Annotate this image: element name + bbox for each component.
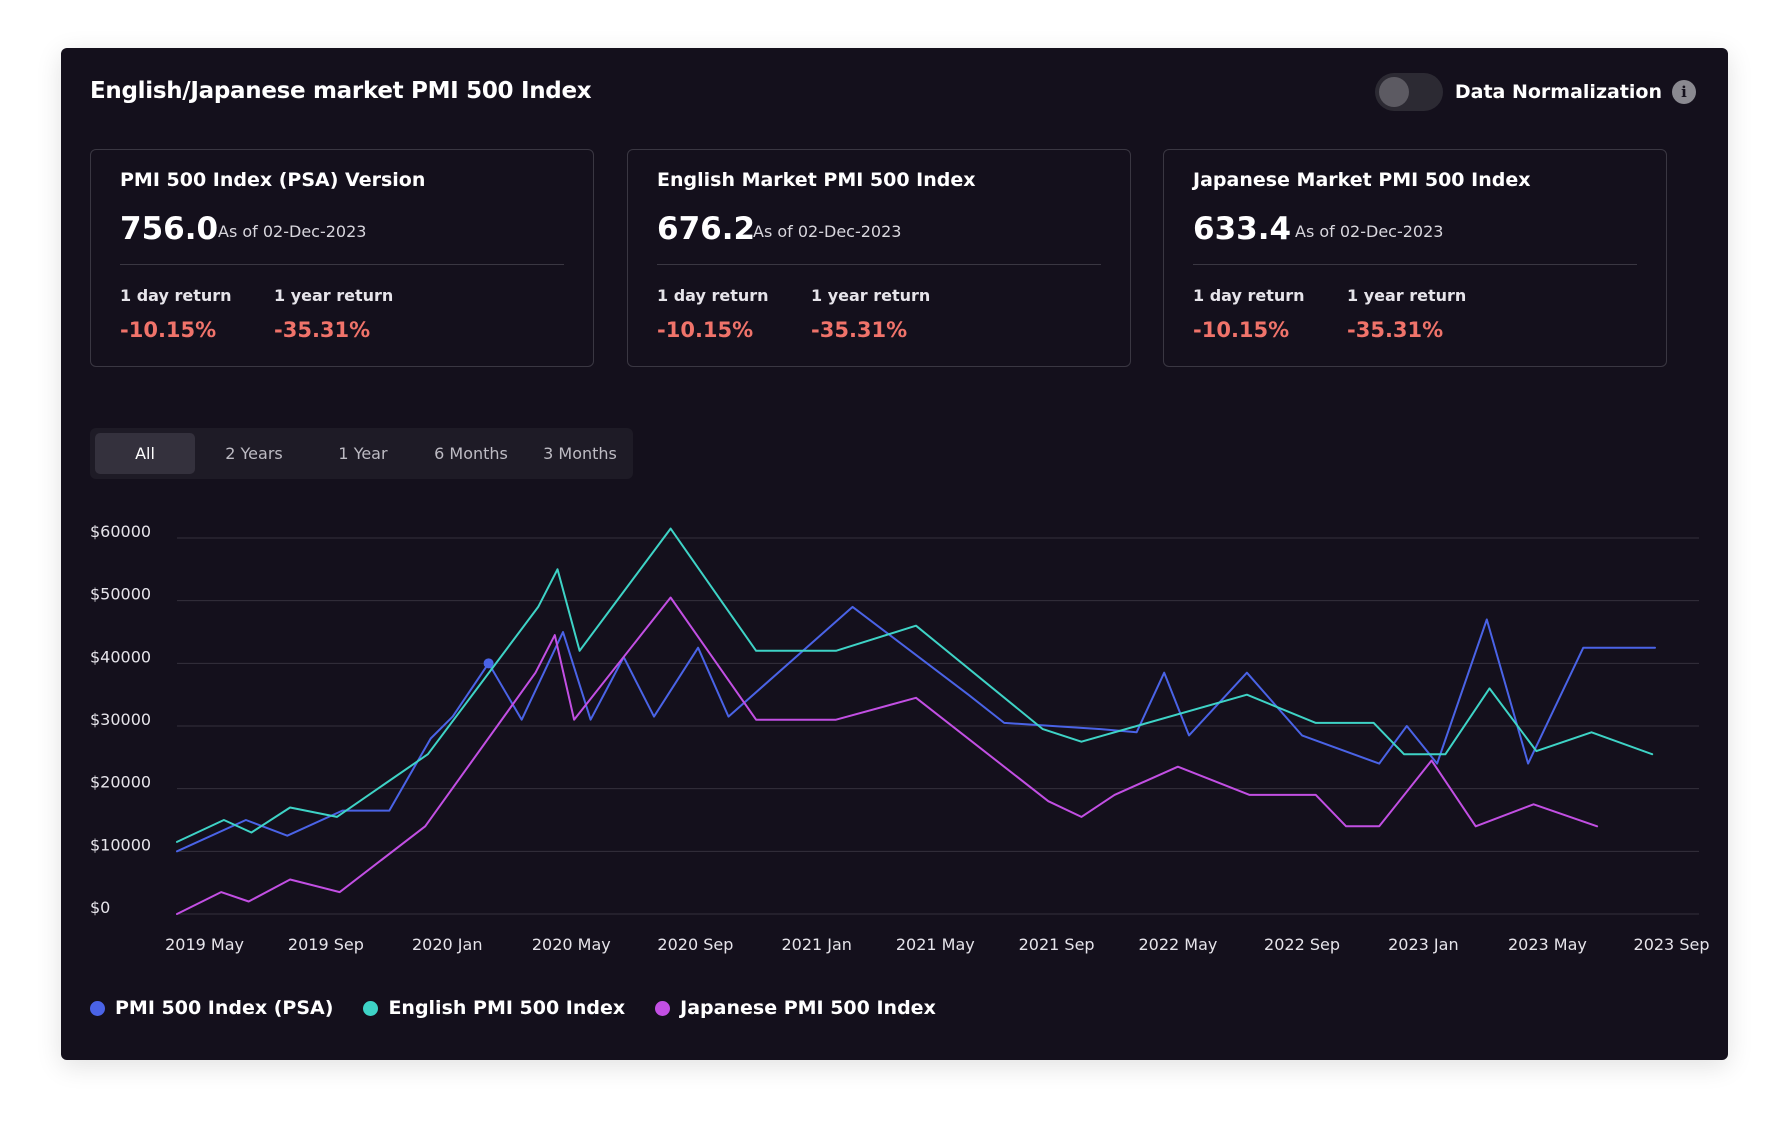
day-return-value: -10.15%: [657, 318, 754, 342]
stat-value: 633.4: [1193, 211, 1292, 247]
chart-legend: PMI 500 Index (PSA) English PMI 500 Inde…: [90, 997, 966, 1019]
series-line-0: [176, 605, 1656, 853]
stat-divider: [1193, 264, 1637, 265]
tab-1-year[interactable]: 1 Year: [338, 444, 388, 463]
year-return-value: -35.31%: [1347, 318, 1444, 342]
stat-name: English Market PMI 500 Index: [657, 169, 976, 191]
x-tick-label: 2021 Sep: [1019, 935, 1095, 954]
stat-card-english: English Market PMI 500 Index 676.2 As of…: [627, 149, 1131, 367]
tab-6-months[interactable]: 6 Months: [434, 444, 508, 463]
stat-divider: [657, 264, 1101, 265]
year-return-label: 1 year return: [811, 286, 931, 305]
legend-dot-japanese: [655, 1000, 671, 1016]
page-title: English/Japanese market PMI 500 Index: [90, 78, 592, 104]
series-point-marker: [483, 658, 494, 669]
day-return-label: 1 day return: [1193, 286, 1305, 305]
info-icon[interactable]: i: [1672, 80, 1696, 104]
series-line-1: [176, 527, 1654, 843]
legend-item-psa[interactable]: PMI 500 Index (PSA): [90, 997, 333, 1019]
series-line-2: [176, 596, 1599, 915]
y-tick-label: $10000: [90, 835, 151, 854]
y-tick-label: $60000: [90, 522, 151, 541]
normalization-control: Data Normalization i: [1374, 73, 1696, 111]
stat-value: 756.0: [120, 211, 219, 247]
tab-3-months[interactable]: 3 Months: [543, 444, 617, 463]
legend-label: Japanese PMI 500 Index: [680, 997, 936, 1019]
line-chart: $0 $10000 $20000 $30000 $40000 $50000 $60000 20…: [90, 522, 1710, 954]
legend-item-english[interactable]: English PMI 500 Index: [363, 997, 625, 1019]
y-tick-label: $30000: [90, 710, 151, 729]
tab-2-years[interactable]: 2 Years: [225, 444, 283, 463]
normalization-toggle[interactable]: [1374, 73, 1443, 111]
stat-name: PMI 500 Index (PSA) Version: [120, 169, 426, 191]
x-tick-label: 2022 May: [1138, 935, 1217, 954]
stat-card-psa: PMI 500 Index (PSA) Version 756.0 As of …: [90, 149, 594, 367]
y-tick-label: $50000: [90, 585, 151, 604]
y-tick-label: $20000: [90, 773, 151, 792]
stat-as-of: As of 02-Dec-2023: [753, 222, 902, 241]
year-return-value: -35.31%: [274, 318, 371, 342]
x-tick-label: 2020 May: [532, 935, 611, 954]
year-return-value: -35.31%: [811, 318, 908, 342]
day-return-value: -10.15%: [1193, 318, 1290, 342]
stat-as-of: As of 02-Dec-2023: [218, 222, 367, 241]
day-return-label: 1 day return: [657, 286, 769, 305]
stat-as-of: As of 02-Dec-2023: [1295, 222, 1444, 241]
x-tick-label: 2021 Jan: [781, 935, 851, 954]
x-tick-label: 2019 May: [165, 935, 244, 954]
legend-item-japanese[interactable]: Japanese PMI 500 Index: [655, 997, 936, 1019]
x-tick-label: 2020 Jan: [412, 935, 482, 954]
index-card: English/Japanese market PMI 500 Index Da…: [61, 48, 1728, 1060]
range-tabs: All 2 Years 1 Year 6 Months 3 Months: [90, 428, 633, 479]
legend-dot-psa: [90, 1000, 105, 1016]
stat-divider: [120, 264, 564, 265]
year-return-label: 1 year return: [1347, 286, 1467, 305]
stat-name: Japanese Market PMI 500 Index: [1193, 169, 1531, 191]
x-tick-label: 2023 Sep: [1634, 935, 1710, 954]
x-tick-label: 2023 May: [1508, 935, 1587, 954]
x-tick-label: 2022 Sep: [1264, 935, 1340, 954]
x-tick-label: 2019 Sep: [288, 935, 364, 954]
day-return-label: 1 day return: [120, 286, 232, 305]
stat-card-japanese: Japanese Market PMI 500 Index 633.4 As o…: [1163, 149, 1667, 367]
y-tick-label: $40000: [90, 647, 151, 666]
legend-dot-english: [363, 1000, 379, 1016]
normalization-label: Data Normalization: [1454, 81, 1662, 103]
legend-label: English PMI 500 Index: [388, 997, 626, 1019]
x-tick-label: 2021 May: [896, 935, 975, 954]
tab-all[interactable]: All: [95, 433, 195, 474]
day-return-value: -10.15%: [120, 318, 217, 342]
toggle-knob: [1378, 77, 1409, 107]
legend-label: PMI 500 Index (PSA): [115, 997, 334, 1019]
x-tick-label: 2023 Jan: [1388, 935, 1458, 954]
year-return-label: 1 year return: [274, 286, 394, 305]
x-tick-label: 2020 Sep: [657, 935, 733, 954]
y-tick-label: $0: [90, 898, 110, 917]
stat-value: 676.2: [657, 211, 756, 247]
